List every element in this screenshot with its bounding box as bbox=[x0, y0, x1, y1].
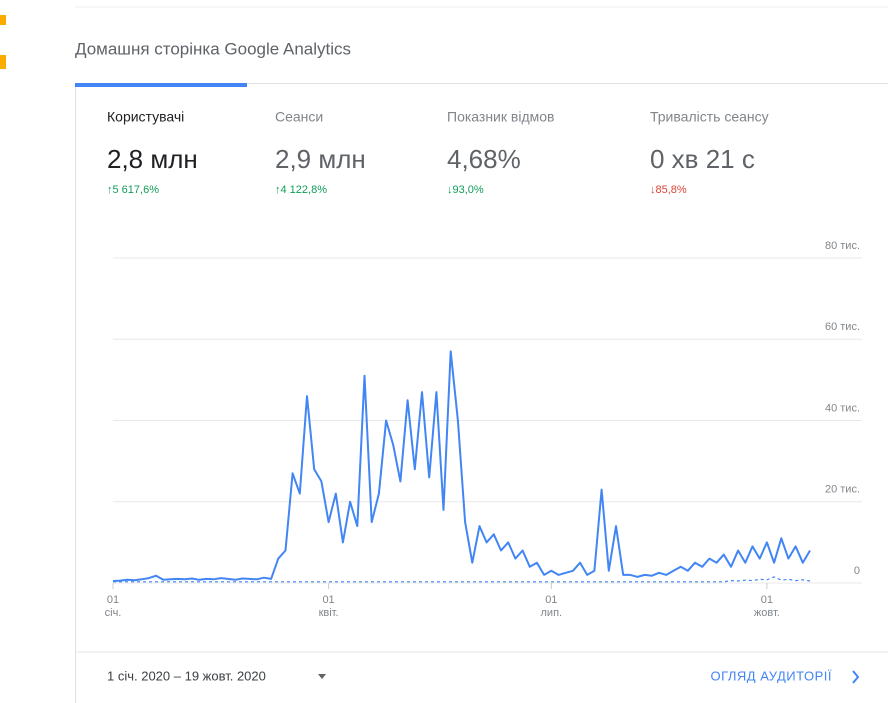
page-title: Домашня сторінка Google Analytics bbox=[75, 39, 351, 58]
x-tick-label: 01 лип. bbox=[541, 594, 563, 619]
y-tick-label: 0 bbox=[854, 565, 860, 577]
audience-link[interactable]: ОГЛЯД АУДИТОРІЇ bbox=[710, 668, 832, 683]
data-line bbox=[112, 350, 811, 582]
metric-label: Показник відмов bbox=[447, 109, 554, 125]
metric-label: Сеанси bbox=[275, 109, 323, 125]
chevron[interactable] bbox=[852, 670, 860, 684]
y-tick-label: 40 тис. bbox=[825, 402, 860, 414]
metric-change: ↓93,0% bbox=[447, 184, 484, 196]
metric-label: Користувачі bbox=[107, 109, 184, 125]
x-tick-label: 01 січ. bbox=[105, 594, 122, 619]
y-tick-label: 80 тис. bbox=[825, 240, 860, 252]
metric-value: 0 хв 21 с bbox=[650, 144, 755, 174]
date-range[interactable]: 1 січ. 2020 – 19 жовт. 2020 bbox=[107, 668, 266, 683]
metric-value: 2,8 млн bbox=[107, 144, 198, 174]
accent bbox=[0, 15, 6, 25]
x-tick-label: 01 жовт. bbox=[754, 594, 780, 619]
metric-change: ↓85,8% bbox=[650, 184, 687, 196]
y-tick-label: 60 тис. bbox=[825, 321, 860, 333]
metric-value: 4,68% bbox=[447, 144, 521, 174]
metric-value: 2,9 млн bbox=[275, 144, 366, 174]
y-tick-label: 20 тис. bbox=[825, 484, 860, 496]
active-tab bbox=[75, 83, 247, 87]
metric-change: ↑5 617,6% bbox=[107, 184, 159, 196]
card bbox=[75, 83, 888, 703]
metric-label: Тривалість сеансу bbox=[650, 109, 769, 125]
metric-change: ↑4 122,8% bbox=[275, 184, 327, 196]
x-tick-label: 01 квіт. bbox=[319, 594, 339, 619]
accent bbox=[0, 55, 6, 69]
dropdown-icon[interactable] bbox=[318, 674, 326, 679]
comparison-line bbox=[113, 576, 811, 583]
